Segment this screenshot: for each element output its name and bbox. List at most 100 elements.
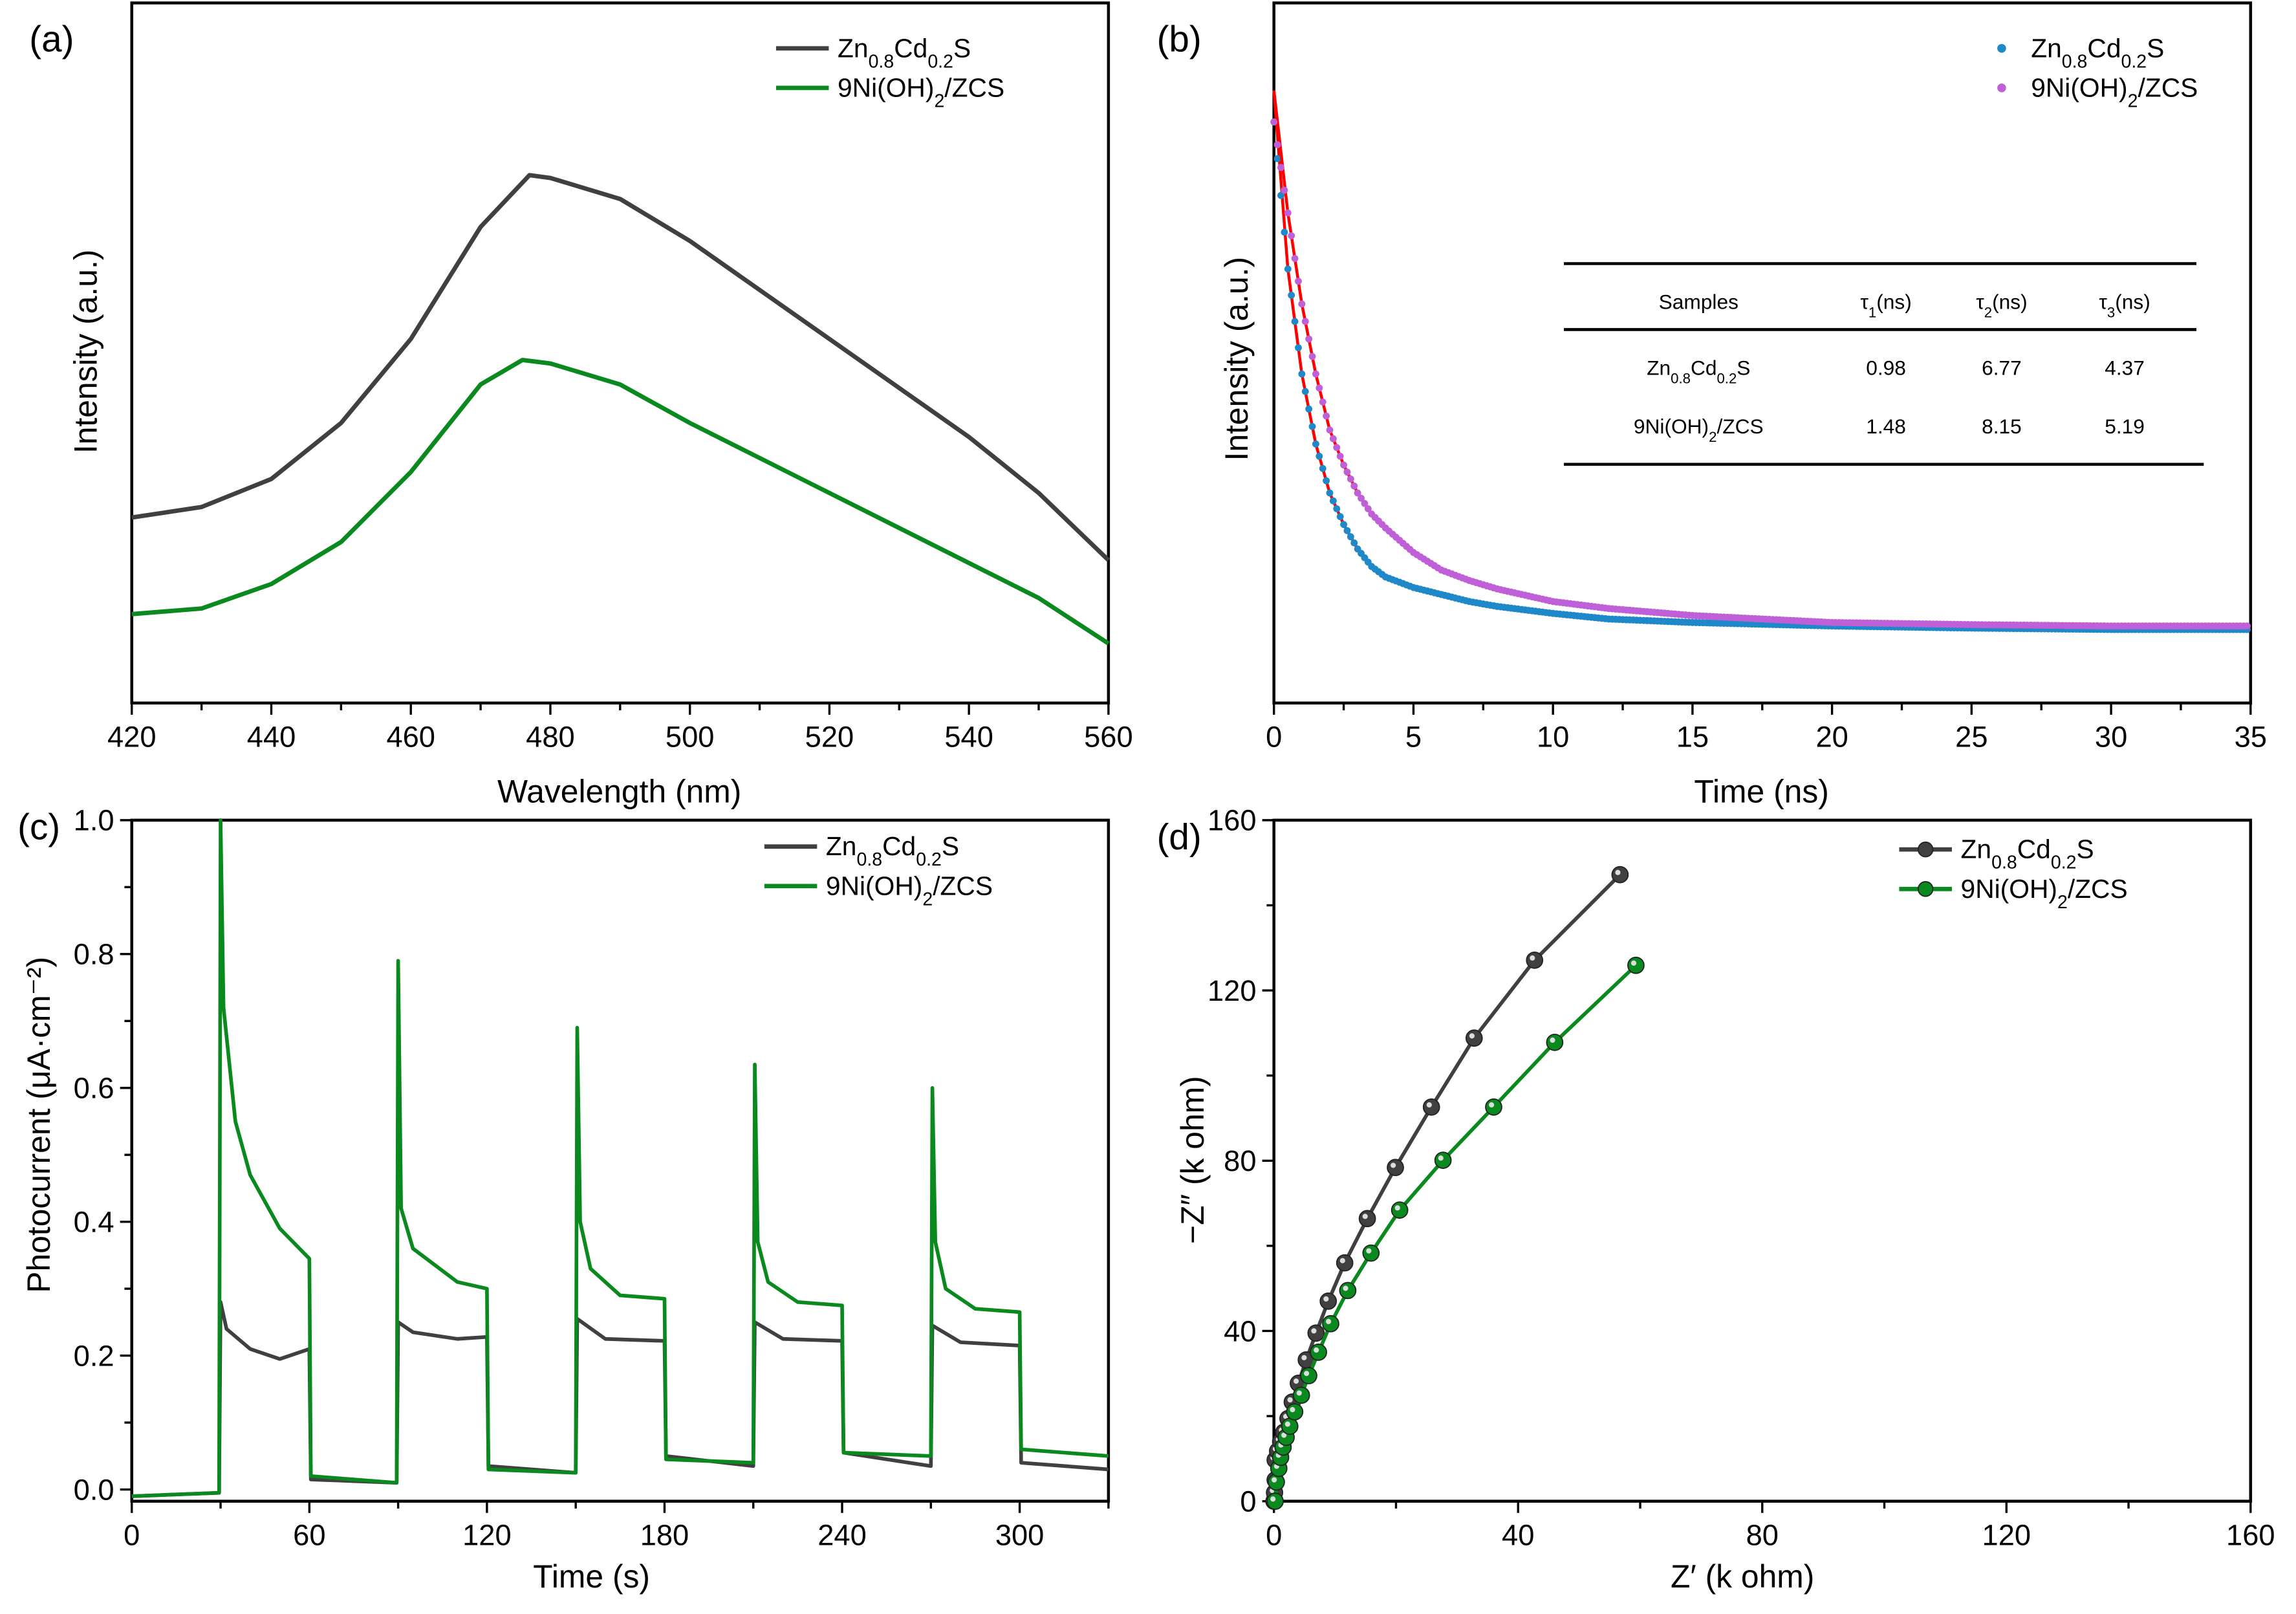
subscript: 0.8 xyxy=(869,51,894,72)
panel-b: (b) Time (ns) Intensity (a.u.) 0 5 10 15 20 2… xyxy=(1157,1,2267,810)
text-run: 9Ni(OH) xyxy=(838,72,934,102)
subscript: 1 xyxy=(1868,304,1876,320)
table-cell: 6.77 xyxy=(1982,356,2022,380)
legend-marker-ni xyxy=(1997,83,2006,93)
text-run: (ns) xyxy=(1992,290,2028,314)
data-point-zcs xyxy=(1358,1210,1376,1228)
subscript: 3 xyxy=(2107,304,2115,320)
data-point-ni xyxy=(1364,505,1372,512)
data-point-zcs xyxy=(1312,440,1319,448)
legend-label-ni: 9Ni(OH)2/ZCS xyxy=(826,871,993,910)
data-point-ni xyxy=(1485,1098,1502,1116)
text-run: τ xyxy=(1976,290,1984,314)
legend-label-zcs: Zn0.8Cd0.2S xyxy=(2031,33,2164,72)
text-run: 9Ni(OH) xyxy=(1961,874,2057,904)
data-point-zcs xyxy=(1340,521,1348,529)
y-tick-label: 0.2 xyxy=(74,1339,114,1372)
series-line-zcs xyxy=(131,173,1110,562)
data-point-ni xyxy=(1340,461,1348,469)
text-run: S xyxy=(2077,834,2094,864)
table-header: Samples xyxy=(1659,290,1738,314)
x-tick-label: 15 xyxy=(1676,721,1709,754)
data-point-zcs xyxy=(1319,464,1327,472)
x-tick-label: 500 xyxy=(666,721,715,754)
data-point-ni xyxy=(1361,499,1369,507)
x-tick-label: 520 xyxy=(805,721,854,754)
table-header: τ2(ns) xyxy=(1976,290,2027,321)
text-run: S xyxy=(2147,33,2164,63)
data-point-ni xyxy=(1301,318,1309,325)
text-run: Samples xyxy=(1659,290,1738,314)
text-run: τ xyxy=(2099,290,2107,314)
text-run: /ZCS xyxy=(2138,72,2198,102)
text-run: /ZCS xyxy=(944,72,1004,102)
data-point-ni xyxy=(1339,1281,1357,1300)
text-run: S xyxy=(942,831,959,861)
legend-label-ni: 9Ni(OH)2/ZCS xyxy=(2031,72,2198,111)
x-tick-label: 120 xyxy=(1982,1519,2031,1552)
data-point-zcs xyxy=(1277,191,1284,199)
data-point-ni xyxy=(1329,435,1337,442)
data-point-ni xyxy=(1273,141,1281,149)
plot-frame xyxy=(1272,1,2253,705)
y-tick-label: 1.0 xyxy=(74,804,114,837)
marker-highlight xyxy=(1366,1248,1372,1254)
data-point-zcs xyxy=(1350,539,1358,547)
panel-b-xlabel: Time (ns) xyxy=(1694,774,1828,810)
text-run: Cd xyxy=(894,33,927,63)
plot-frame xyxy=(130,818,1110,1503)
panel-d-ylabel: −Z″ (k ohm) xyxy=(1175,1076,1211,1244)
data-point-ni xyxy=(1627,956,1645,974)
subscript: 0.2 xyxy=(916,849,942,870)
data-point-ni xyxy=(1292,1386,1310,1404)
subscript: 0.2 xyxy=(1717,370,1737,386)
text-run: Zn xyxy=(1961,834,1992,864)
marker-highlight xyxy=(1391,1162,1396,1168)
subscript: 2 xyxy=(934,91,944,111)
data-point-ni xyxy=(1322,1314,1339,1333)
data-point-zcs xyxy=(1301,387,1309,395)
subscript: 2 xyxy=(1984,304,1992,320)
x-tick-label: 10 xyxy=(1537,721,1569,754)
text-run: Cd xyxy=(2017,834,2051,864)
legend-label-zcs: Zn0.8Cd0.2S xyxy=(1961,834,2094,873)
marker-highlight xyxy=(1343,1285,1348,1291)
table-header: τ3(ns) xyxy=(2099,290,2150,321)
data-point-zcs xyxy=(1291,318,1299,325)
data-point-zcs xyxy=(1288,291,1295,299)
data-point-ni xyxy=(1281,186,1288,194)
panel-d-xlabel: Z′ (k ohm) xyxy=(1671,1558,1814,1595)
x-tick-label: 20 xyxy=(1815,721,1848,754)
x-tick-label: 240 xyxy=(818,1519,867,1552)
data-point-ni xyxy=(1434,1151,1452,1169)
series-line-ni xyxy=(131,818,1109,1498)
panel-a-ylabel: Intensity (a.u.) xyxy=(67,250,103,454)
text-run: τ xyxy=(1860,290,1868,314)
data-point-zcs xyxy=(1316,452,1323,460)
data-point-zcs xyxy=(1273,155,1281,162)
legend-label-ni: 9Ni(OH)2/ZCS xyxy=(1961,874,2128,913)
x-tick-label: 60 xyxy=(293,1519,325,1552)
data-point-ni xyxy=(1277,164,1284,171)
x-tick-label: 25 xyxy=(1955,721,1987,754)
panel-c: (c) Time (s) Photocurrent (μA·cm⁻²) 0 60 1… xyxy=(17,804,1110,1595)
marker-highlight xyxy=(1550,1037,1555,1043)
y-tick-label: 80 xyxy=(1224,1144,1256,1177)
x-tick-label: 540 xyxy=(944,721,993,754)
data-point-ni xyxy=(1323,412,1330,420)
table-sample: 9Ni(OH)2/ZCS xyxy=(1634,415,1764,445)
marker-highlight xyxy=(1311,1328,1317,1334)
marker-highlight xyxy=(1323,1296,1329,1302)
data-point-ni xyxy=(1270,118,1278,125)
text-run: (ns) xyxy=(1876,290,1912,314)
panel-c-label: (c) xyxy=(17,806,60,847)
marker-highlight xyxy=(1301,1355,1307,1360)
marker-highlight xyxy=(1339,1258,1345,1263)
text-run: Zn xyxy=(1647,356,1671,380)
x-tick-label: 120 xyxy=(462,1519,512,1552)
data-point-ni xyxy=(1298,300,1306,308)
data-point-zcs xyxy=(1387,1159,1404,1177)
data-point-zcs xyxy=(1422,1098,1440,1116)
legend-label-zcs: Zn0.8Cd0.2S xyxy=(838,33,971,72)
data-point-ni xyxy=(1343,468,1351,476)
